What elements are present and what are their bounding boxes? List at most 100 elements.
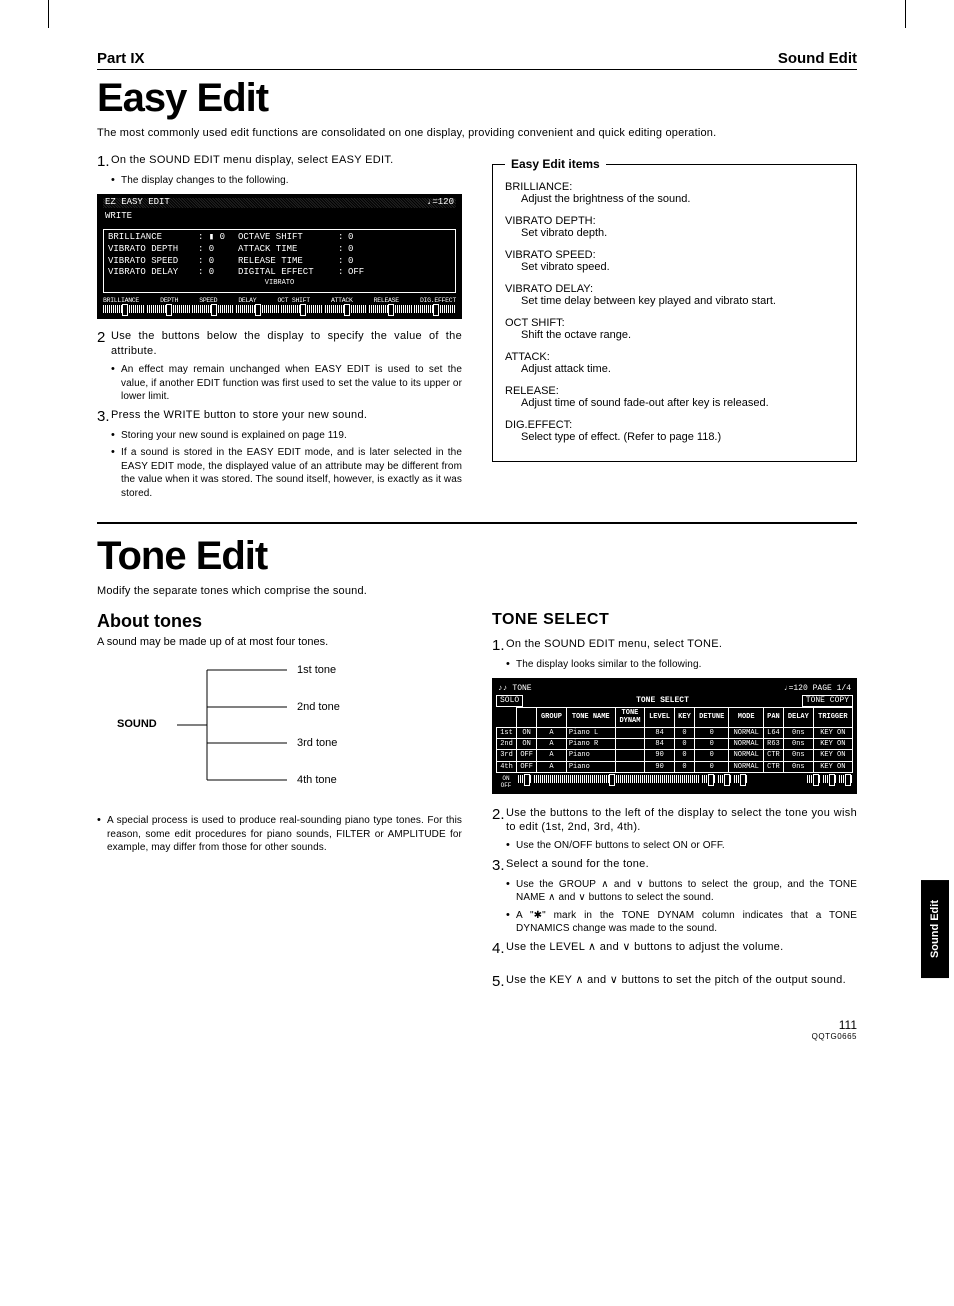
ts-step-5: 5. Use the KEY ∧ and ∨ buttons to set th… bbox=[492, 973, 857, 990]
tone-diagram: SOUND 1st tone 2nd tone 3rd tone 4th ton… bbox=[117, 660, 462, 800]
tone-diagram-lines bbox=[177, 660, 297, 800]
page-footer: 111 QQTG0665 bbox=[97, 1018, 857, 1041]
item-name: VIBRATO SPEED: bbox=[505, 249, 844, 261]
section-label: Sound Edit bbox=[778, 50, 857, 67]
step-number: 3. bbox=[492, 857, 506, 874]
tone-select-heading: TONE SELECT bbox=[492, 611, 857, 629]
lcd-vibrato-label: VIBRATO bbox=[108, 279, 451, 288]
tone-2-label: 2nd tone bbox=[297, 701, 340, 713]
step-number: 1. bbox=[97, 153, 111, 170]
heading-tone-edit: Tone Edit bbox=[97, 534, 857, 579]
bullet-text: The display looks similar to the followi… bbox=[516, 658, 857, 672]
bullet-icon: • bbox=[111, 363, 121, 404]
part-label: Part IX bbox=[97, 50, 145, 67]
bullet-icon: • bbox=[506, 909, 516, 936]
tone-3-label: 3rd tone bbox=[297, 737, 337, 749]
step-number: 2. bbox=[492, 806, 506, 836]
tone-edit-columns: About tones A sound may be made up of at… bbox=[97, 611, 857, 994]
step-text: On the SOUND EDIT menu display, select E… bbox=[111, 153, 462, 170]
bullet-text: A "✱" mark in the TONE DYNAM column indi… bbox=[516, 909, 857, 936]
ts-step-1-bullet: • The display looks similar to the follo… bbox=[492, 658, 857, 672]
page-number: 111 bbox=[97, 1018, 857, 1032]
item-name: ATTACK: bbox=[505, 351, 844, 363]
step-3: 3. Press the WRITE button to store your … bbox=[97, 408, 462, 425]
about-tones-heading: About tones bbox=[97, 611, 462, 632]
step-3-bullet-2: • If a sound is stored in the EASY EDIT … bbox=[97, 446, 462, 500]
bullet-icon: • bbox=[111, 174, 121, 188]
step-2: 2 Use the buttons below the display to s… bbox=[97, 329, 462, 359]
page: Part IX Sound Edit Easy Edit The most co… bbox=[97, 50, 857, 1041]
tone-select-column: TONE SELECT 1. On the SOUND EDIT menu, s… bbox=[492, 611, 857, 994]
lcd-bottom-labels: BRILLIANCEDEPTHSPEEDDELAYOCT SHIFTATTACK… bbox=[103, 297, 456, 305]
ts-step-4: 4. Use the LEVEL ∧ and ∨ buttons to adju… bbox=[492, 940, 857, 957]
lcd2-title-left: ♪♪ TONE bbox=[498, 684, 532, 694]
bullet-icon: • bbox=[506, 658, 516, 672]
step-3-bullet-1: • Storing your new sound is explained on… bbox=[97, 429, 462, 443]
bullet-text: The display changes to the following. bbox=[121, 174, 462, 188]
sound-label: SOUND bbox=[117, 718, 157, 730]
item-name: BRILLIANCE: bbox=[505, 181, 844, 193]
tone-1-label: 1st tone bbox=[297, 664, 336, 676]
easy-edit-item: VIBRATO SPEED:Set vibrato speed. bbox=[505, 249, 844, 273]
step-text: Use the buttons below the display to spe… bbox=[111, 329, 462, 359]
lcd-easy-edit: EZ EASY EDIT ♩=120 WRITE BRILLIANCE: ▮ 0… bbox=[97, 194, 462, 320]
lcd-sliders bbox=[103, 305, 456, 313]
step-text: Select a sound for the tone. bbox=[506, 857, 857, 874]
heading-easy-edit: Easy Edit bbox=[97, 76, 857, 121]
step-number: 4. bbox=[492, 940, 506, 957]
bullet-text: If a sound is stored in the EASY EDIT mo… bbox=[121, 446, 462, 500]
step-text: Use the LEVEL ∧ and ∨ buttons to adjust … bbox=[506, 940, 857, 957]
easy-edit-item: BRILLIANCE:Adjust the brightness of the … bbox=[505, 181, 844, 205]
easy-edit-item: VIBRATO DEPTH:Set vibrato depth. bbox=[505, 215, 844, 239]
lcd2-sliders: ONOFF bbox=[496, 775, 853, 789]
lcd2-title-right: ♩=120 PAGE 1/4 bbox=[784, 684, 851, 694]
step-text: On the SOUND EDIT menu, select TONE. bbox=[506, 637, 857, 654]
about-tones-text: A sound may be made up of at most four t… bbox=[97, 636, 462, 648]
bullet-icon: • bbox=[506, 839, 516, 853]
bullet-icon: • bbox=[506, 878, 516, 905]
lcd2-center-title: TONE SELECT bbox=[527, 696, 798, 706]
bullet-text: A special process is used to produce rea… bbox=[107, 814, 462, 855]
easy-edit-item: RELEASE:Adjust time of sound fade-out af… bbox=[505, 385, 844, 409]
easy-edit-item: ATTACK:Adjust attack time. bbox=[505, 351, 844, 375]
bullet-icon: • bbox=[97, 814, 107, 855]
item-name: OCT SHIFT: bbox=[505, 317, 844, 329]
item-desc: Set vibrato speed. bbox=[505, 261, 844, 273]
lcd2-copy: TONE COPY bbox=[802, 695, 853, 707]
lcd2-table: GROUPTONE NAMETONEDYNAMLEVELKEYDETUNEMOD… bbox=[496, 707, 853, 773]
item-desc: Adjust attack time. bbox=[505, 363, 844, 375]
about-tones-column: About tones A sound may be made up of at… bbox=[97, 611, 462, 994]
ts-step-1: 1. On the SOUND EDIT menu, select TONE. bbox=[492, 637, 857, 654]
bullet-text: Use the GROUP ∧ and ∨ buttons to select … bbox=[516, 878, 857, 905]
step-1: 1. On the SOUND EDIT menu display, selec… bbox=[97, 153, 462, 170]
ts-step-3-bullet-1: • Use the GROUP ∧ and ∨ buttons to selec… bbox=[492, 878, 857, 905]
bullet-icon: • bbox=[111, 429, 121, 443]
lcd-param-box: BRILLIANCE: ▮ 0OCTAVE SHIFT:0VIBRATO DEP… bbox=[103, 229, 456, 293]
bullet-text: Use the ON/OFF buttons to select ON or O… bbox=[516, 839, 857, 853]
bullet-text: Storing your new sound is explained on p… bbox=[121, 429, 462, 443]
ts-step-2-bullet: • Use the ON/OFF buttons to select ON or… bbox=[492, 839, 857, 853]
lcd2-row2: SOLO TONE SELECT TONE COPY bbox=[496, 695, 853, 707]
step-2-bullet: • An effect may remain unchanged when EA… bbox=[97, 363, 462, 404]
ts-step-3: 3. Select a sound for the tone. bbox=[492, 857, 857, 874]
section-divider bbox=[97, 522, 857, 524]
easy-edit-items-box: Easy Edit items BRILLIANCE:Adjust the br… bbox=[492, 157, 857, 462]
item-desc: Adjust time of sound fade-out after key … bbox=[505, 397, 844, 409]
lcd-title-row: EZ EASY EDIT ♩=120 bbox=[103, 198, 456, 208]
page-code: QQTG0665 bbox=[97, 1032, 857, 1041]
bullet-icon: • bbox=[111, 446, 121, 500]
ts-step-2: 2. Use the buttons to the left of the di… bbox=[492, 806, 857, 836]
step-number: 2 bbox=[97, 329, 111, 359]
easy-edit-item: VIBRATO DELAY:Set time delay between key… bbox=[505, 283, 844, 307]
side-tab: Sound Edit bbox=[921, 880, 949, 978]
lcd-tone-select: ♪♪ TONE ♩=120 PAGE 1/4 SOLO TONE SELECT … bbox=[492, 678, 857, 794]
bullet-text: An effect may remain unchanged when EASY… bbox=[121, 363, 462, 404]
lcd-title: EZ EASY EDIT bbox=[105, 197, 170, 209]
item-desc: Select type of effect. (Refer to page 11… bbox=[505, 431, 844, 443]
item-name: VIBRATO DELAY: bbox=[505, 283, 844, 295]
items-legend: Easy Edit items bbox=[505, 157, 606, 171]
item-desc: Adjust the brightness of the sound. bbox=[505, 193, 844, 205]
easy-edit-columns: 1. On the SOUND EDIT menu display, selec… bbox=[97, 153, 857, 504]
step-number: 1. bbox=[492, 637, 506, 654]
lcd-write: WRITE bbox=[103, 208, 456, 226]
